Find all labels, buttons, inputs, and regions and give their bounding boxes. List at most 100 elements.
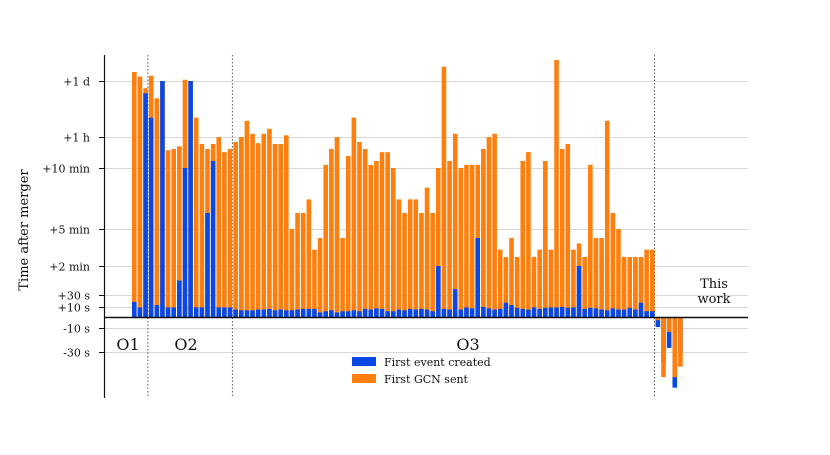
bar-gcn-95: [666, 317, 672, 332]
legend-label-gcn: First GCN sent: [384, 373, 469, 386]
bar-event-48: [402, 310, 407, 317]
bar-event-42: [368, 309, 374, 317]
bar-event-58: [458, 309, 464, 317]
this-work-label-line1: This: [700, 277, 728, 292]
bar-gcn-30: [300, 212, 306, 317]
y-tick-label-5: +30 s: [58, 290, 91, 303]
bar-event-91: [644, 311, 649, 317]
bar-gcn-35: [329, 149, 334, 317]
bar-gcn-53: [430, 212, 435, 317]
bar-gcn-4: [154, 98, 160, 317]
bar-event-74: [548, 307, 554, 317]
bar-event-54: [436, 266, 441, 317]
bar-event-77: [565, 307, 571, 317]
bar-gcn-48: [402, 212, 407, 317]
bar-event-47: [396, 309, 402, 317]
labels: +1 d +1 h +10 min +5 min +2 min +30 s+10 s -10…: [42, 76, 90, 360]
bar-gcn-91: [644, 249, 649, 317]
bar-gcn-64: [492, 133, 497, 317]
bar-gcn-7: [171, 149, 177, 317]
bar-gcn-68: [514, 257, 520, 317]
bar-event-61: [475, 238, 481, 317]
bar-event-26: [278, 309, 283, 317]
run-label-o2: O2: [174, 335, 197, 354]
bar-event-41: [362, 308, 368, 317]
bar-gcn-46: [390, 168, 396, 317]
bar-gcn-43: [374, 160, 379, 317]
bar-event-34: [323, 311, 329, 317]
bar-gcn-24: [267, 128, 272, 317]
bar-gcn-77: [565, 144, 571, 317]
y-tick-label-7: -10 s: [63, 323, 90, 336]
bar-event-78: [571, 307, 576, 317]
bar-event-31: [306, 308, 312, 317]
bar-event-11: [193, 307, 199, 317]
bar-event-8: [177, 280, 182, 317]
bar-event-17: [227, 307, 233, 317]
bar-gcn-73: [542, 160, 548, 317]
y-tick-label-8: -30 s: [63, 347, 90, 360]
bar-gcn-87: [621, 257, 627, 317]
bar-gcn-23: [261, 133, 267, 317]
bar-gcn-54: [436, 168, 441, 317]
bar-gcn-31: [306, 199, 312, 317]
bar-gcn-96: [672, 317, 678, 378]
bar-gcn-38: [345, 156, 351, 317]
bar-event-86: [616, 309, 621, 317]
bar-event-7: [171, 307, 177, 317]
bar-gcn-74: [548, 249, 554, 317]
bar-gcn-6: [165, 150, 171, 317]
bar-gcn-76: [559, 149, 565, 317]
bar-event-39: [351, 310, 357, 317]
legend-swatch-gcn: [352, 374, 376, 383]
bar-gcn-32: [312, 249, 317, 317]
axes: [99, 55, 748, 398]
bar-event-59: [464, 307, 469, 317]
bar-event-51: [419, 308, 424, 317]
bar-gcn-20: [244, 120, 250, 317]
bar-event-46: [390, 311, 396, 317]
bar-event-13: [205, 212, 210, 317]
bar-event-35: [329, 310, 334, 317]
bar-event-49: [407, 308, 413, 317]
bar-gcn-86: [616, 229, 621, 317]
bar-event-76: [559, 307, 565, 317]
bar-event-55: [441, 308, 447, 317]
bar-gcn-19: [238, 137, 244, 317]
bar-gcn-85: [610, 212, 616, 317]
bar-event-64: [492, 309, 497, 317]
bar-event-92: [649, 311, 655, 317]
bar-event-15: [216, 307, 222, 317]
bar-event-2: [143, 93, 148, 318]
bar-event-56: [447, 309, 452, 317]
bar-gcn-90: [638, 257, 644, 317]
bar-event-66: [503, 302, 509, 317]
bar-event-52: [424, 309, 430, 317]
bar-gcn-88: [627, 257, 633, 317]
bar-event-29: [295, 309, 300, 317]
bar-gcn-65: [497, 249, 503, 317]
bar-event-27: [284, 310, 289, 317]
bar-gcn-84: [604, 120, 610, 317]
bar-gcn-70: [526, 152, 531, 317]
bar-event-68: [514, 307, 520, 317]
bar-gcn-92: [649, 249, 655, 317]
bar-gcn-41: [362, 149, 368, 317]
bar-event-90: [638, 302, 644, 317]
bars: [132, 60, 683, 388]
bar-event-6: [165, 307, 171, 317]
bar-gcn-25: [272, 144, 278, 317]
bar-gcn-97: [678, 317, 683, 367]
bar-event-4: [154, 305, 160, 317]
bar-event-9: [182, 168, 188, 317]
bar-event-43: [374, 308, 379, 317]
bar-gcn-33: [317, 238, 323, 317]
bar-event-93: [655, 317, 661, 328]
bar-gcn-42: [368, 164, 374, 317]
bar-event-75: [554, 307, 559, 317]
legend-label-event: First event created: [384, 356, 491, 369]
bar-gcn-29: [295, 212, 300, 317]
bar-event-87: [621, 309, 627, 317]
